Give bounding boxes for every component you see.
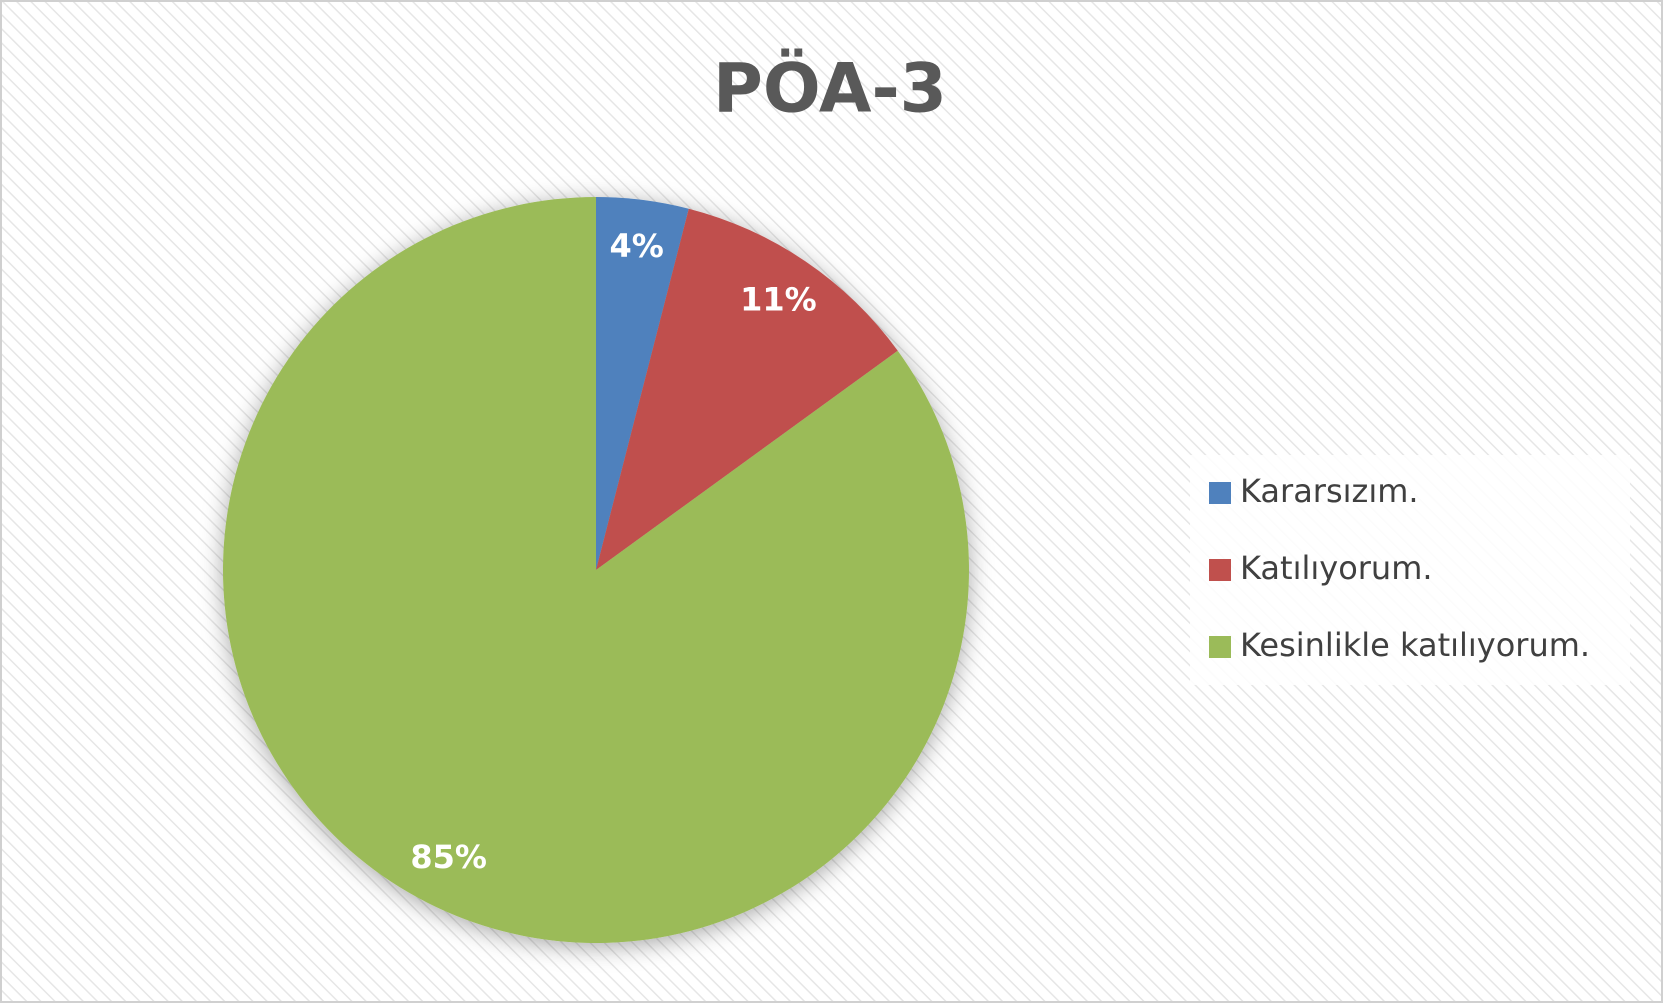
legend-label: Kararsızım. bbox=[1240, 472, 1419, 510]
legend-box bbox=[1190, 455, 1630, 685]
data-label: 11% bbox=[740, 281, 817, 319]
data-label: 85% bbox=[410, 838, 487, 876]
legend-label: Katılıyorum. bbox=[1240, 549, 1433, 587]
chart-title: PÖA-3 bbox=[713, 49, 947, 129]
pie-slice bbox=[596, 197, 689, 570]
legend-label: Kesinlikle katılıyorum. bbox=[1240, 626, 1590, 664]
pie-slice bbox=[596, 208, 898, 570]
legend-swatch bbox=[1209, 559, 1231, 581]
data-label: 4% bbox=[610, 227, 664, 265]
legend-swatch bbox=[1209, 636, 1231, 658]
legend-swatch bbox=[1209, 482, 1231, 504]
pie bbox=[222, 197, 969, 944]
pie-slice bbox=[222, 197, 969, 944]
